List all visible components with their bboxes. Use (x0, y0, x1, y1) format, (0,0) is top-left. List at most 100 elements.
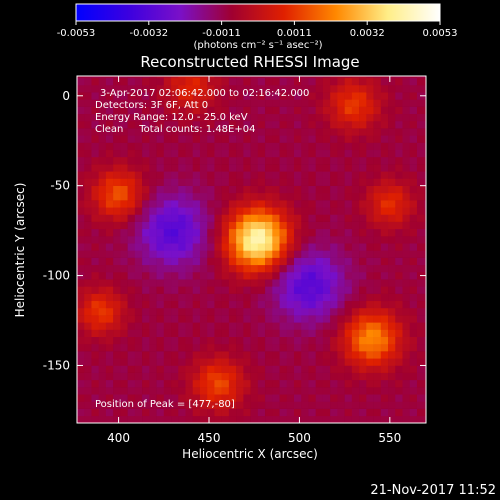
heatmap-cell (395, 401, 403, 409)
heatmap-cell (77, 279, 85, 287)
heatmap-cell (207, 236, 215, 244)
heatmap-cell (373, 300, 382, 309)
heatmap-cell (113, 99, 121, 107)
heatmap-cell (84, 77, 92, 86)
heatmap-cell (293, 76, 302, 79)
heatmap-cell (315, 394, 324, 402)
heatmap-cell (366, 271, 374, 280)
x-tick-label: 400 (107, 431, 130, 445)
heatmap-cell (250, 156, 259, 165)
heatmap-cell (308, 200, 316, 208)
heatmap-cell (113, 293, 121, 302)
heatmap-cell (214, 286, 222, 294)
heatmap-cell (388, 387, 396, 395)
heatmap-cell (236, 207, 244, 215)
heatmap-cell (243, 365, 251, 373)
heatmap-cell (91, 250, 99, 258)
heatmap-cell (272, 415, 280, 424)
heatmap-cell (171, 76, 179, 79)
heatmap-cell (149, 178, 157, 186)
heatmap-cell (359, 300, 367, 309)
heatmap-cell (308, 171, 316, 179)
heatmap-cell (214, 358, 222, 366)
heatmap-cell (105, 315, 114, 323)
heatmap-cell (257, 113, 266, 122)
heatmap-cell (214, 250, 222, 258)
heatmap-cell (207, 106, 215, 115)
heatmap-cell (192, 156, 201, 165)
heatmap-cell (84, 257, 92, 266)
heatmap-cell (84, 250, 92, 258)
heatmap-cell (315, 113, 324, 122)
heatmap-cell (98, 185, 107, 194)
heatmap-cell (113, 415, 121, 424)
heatmap-cell (228, 293, 237, 302)
heatmap-cell (359, 279, 367, 287)
heatmap-cell (98, 178, 107, 186)
heatmap-cell (84, 372, 92, 381)
heatmap-cell (272, 257, 280, 266)
heatmap-cell (134, 387, 143, 395)
heatmap-cell (344, 257, 353, 266)
heatmap-cell (257, 343, 266, 352)
heatmap-cell (337, 358, 345, 366)
heatmap-cell (416, 387, 425, 395)
heatmap-cell (178, 336, 186, 345)
heatmap-cell (178, 207, 186, 215)
heatmap-cell (84, 99, 92, 107)
heatmap-cell (388, 315, 396, 323)
heatmap-cell (192, 92, 201, 100)
heatmap-cell (142, 164, 150, 172)
heatmap-cell (105, 142, 114, 151)
heatmap-cell (171, 92, 179, 100)
heatmap-cell (243, 271, 251, 280)
heatmap-cell (243, 257, 251, 266)
heatmap-cell (409, 135, 418, 143)
heatmap-cell (359, 336, 367, 345)
heatmap-cell (171, 178, 179, 186)
heatmap-cell (171, 200, 179, 208)
heatmap-cell (257, 279, 266, 287)
heatmap-cell (113, 106, 121, 115)
heatmap-cell (120, 76, 128, 79)
heatmap-cell (257, 185, 266, 194)
heatmap-cell (416, 106, 425, 115)
heatmap-cell (142, 76, 150, 79)
heatmap-cell (228, 106, 237, 115)
heatmap-cell (91, 214, 99, 222)
heatmap-cell (127, 372, 136, 381)
heatmap-cell (142, 365, 150, 373)
heatmap-cell (149, 329, 157, 337)
heatmap-cell (134, 178, 143, 186)
heatmap-cell (337, 149, 345, 158)
heatmap-cell (142, 293, 150, 302)
heatmap-cell (424, 76, 427, 79)
heatmap-cell (228, 322, 237, 330)
heatmap-cell (402, 76, 411, 79)
heatmap-cell (185, 156, 194, 165)
heatmap-cell (171, 221, 179, 230)
heatmap-cell (279, 120, 288, 129)
heatmap-cell (366, 415, 374, 424)
heatmap-cell (250, 84, 259, 93)
heatmap-cell (424, 307, 427, 316)
heatmap-cell (380, 128, 389, 136)
heatmap-cell (272, 135, 280, 143)
heatmap-cell (330, 271, 338, 280)
heatmap-cell (113, 214, 121, 222)
heatmap-cell (322, 113, 331, 122)
heatmap-cell (120, 113, 128, 122)
heatmap-cell (163, 307, 172, 316)
heatmap-cell (395, 207, 403, 215)
heatmap-cell (279, 185, 288, 194)
heatmap-cell (293, 84, 302, 93)
heatmap-cell (279, 358, 288, 366)
heatmap-cell (315, 387, 324, 395)
heatmap-cell (344, 264, 353, 273)
heatmap-cell (77, 351, 85, 359)
heatmap-cell (301, 271, 309, 280)
heatmap-cell (192, 128, 201, 136)
heatmap-cell (293, 156, 302, 165)
heatmap-cell (192, 307, 201, 316)
heatmap-cell (149, 106, 157, 115)
